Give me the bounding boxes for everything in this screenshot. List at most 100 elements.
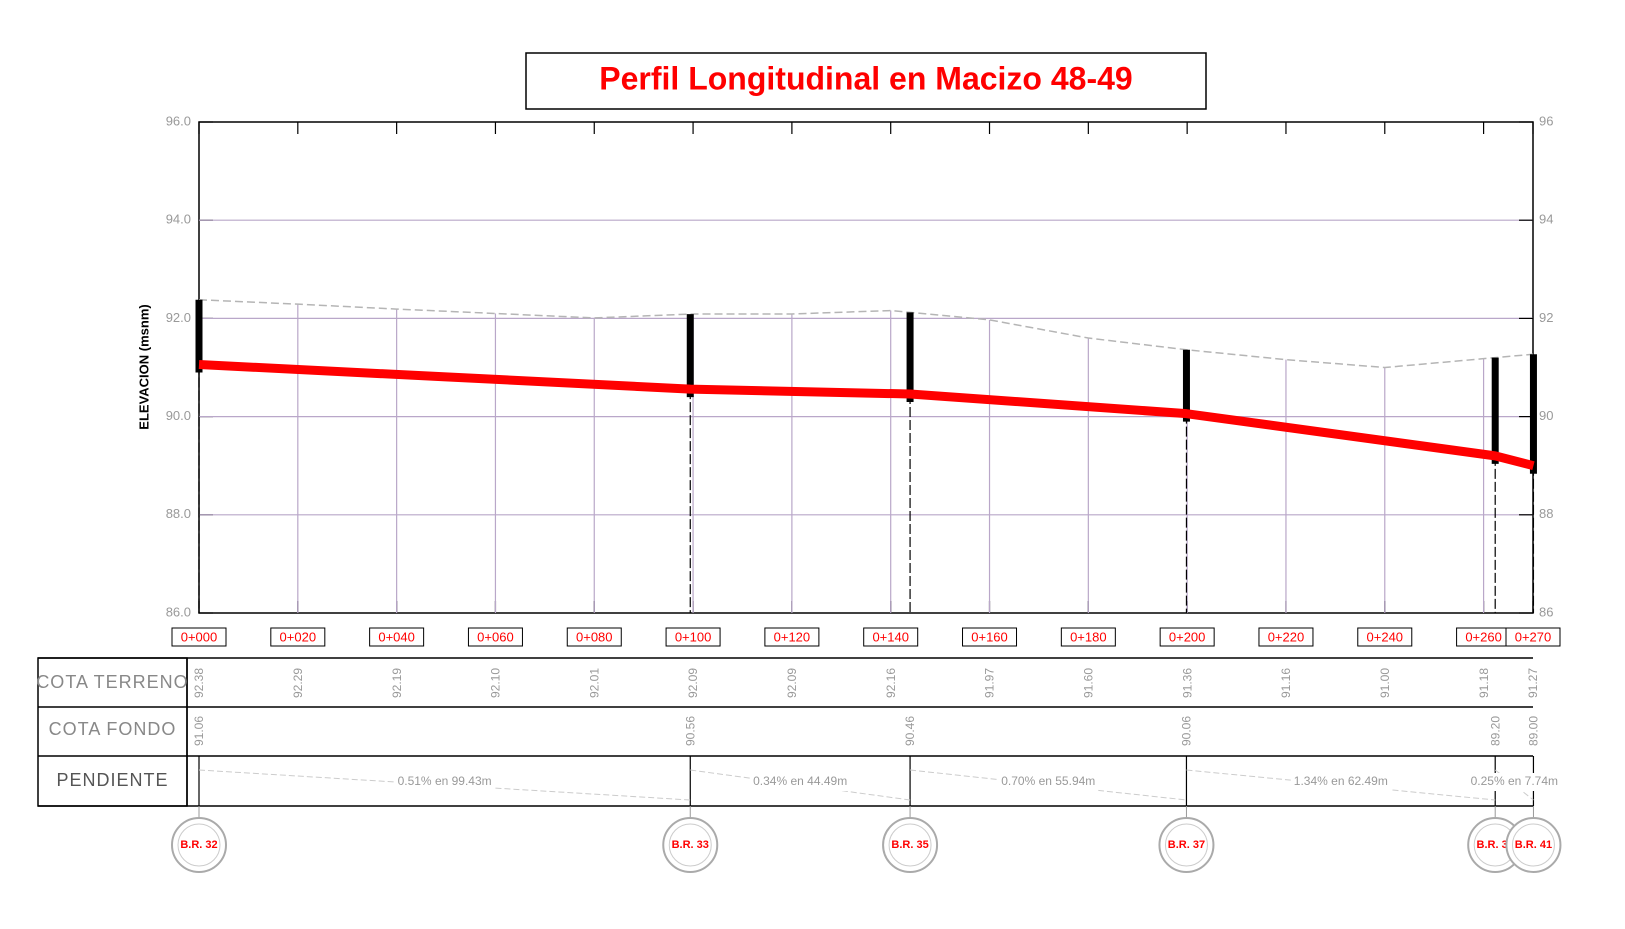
benchmark-label: B.R. 37 [1168, 839, 1205, 851]
benchmark-icon [1505, 817, 1562, 873]
slope-label: 0.70% en 55.94m [1001, 774, 1095, 788]
slope-label: 1.34% en 62.49m [1294, 774, 1388, 788]
terrain-value: 92.09 [686, 668, 700, 698]
benchmark-label: B.R. 41 [1515, 839, 1552, 851]
terrain-value: 91.97 [983, 668, 997, 698]
y-tick-label: 90.0 [166, 408, 191, 423]
row-header: PENDIENTE [56, 770, 168, 790]
station-box [467, 627, 523, 647]
slope-label-bg [1290, 773, 1391, 791]
slope-label-bg [998, 773, 1099, 791]
station-box [270, 627, 326, 647]
station-box [369, 627, 425, 647]
x-tick-label: 0+200 [1169, 629, 1206, 644]
station-box [566, 627, 622, 647]
station-box [764, 627, 820, 647]
y-tick-label: 92.0 [166, 310, 191, 325]
x-tick-label: 0+120 [774, 629, 811, 644]
y-tick-label: 94.0 [166, 212, 191, 227]
benchmark-icon-inner [1164, 823, 1208, 867]
station-box [1258, 627, 1314, 647]
y-axis-label: ELEVACION (msnm) [136, 304, 151, 429]
slope-label-bg [1467, 773, 1562, 791]
slope-line [1494, 769, 1534, 801]
benchmark-icon [171, 817, 227, 873]
title-box [525, 52, 1207, 110]
station-box [1060, 627, 1116, 647]
terrain-value: 92.01 [587, 668, 601, 698]
terrain-value: 91.36 [1180, 668, 1194, 698]
terrain-value: 92.29 [291, 668, 305, 698]
terrain-value: 91.16 [1279, 668, 1293, 698]
y-tick-label: 88.0 [166, 506, 191, 521]
station-box [1159, 627, 1215, 647]
slope-label: 0.51% en 99.43m [398, 774, 492, 788]
terrain-value: 92.16 [884, 668, 898, 698]
terrain-value: 92.19 [390, 668, 404, 698]
terrain-value: 91.27 [1526, 668, 1540, 698]
fondo-value: 89.00 [1527, 716, 1541, 746]
x-tick-label: 0+160 [971, 629, 1008, 644]
fondo-value: 90.56 [683, 716, 697, 746]
benchmark-label: B.R. 33 [672, 839, 709, 851]
benchmark-icon [1158, 817, 1215, 873]
terrain-line [198, 298, 1534, 369]
y2-tick-label: 90 [1539, 408, 1553, 423]
chart-title: Perfil Longitudinal en Macizo 48-49 [599, 60, 1132, 96]
y-tick-label: 96.0 [166, 113, 191, 128]
slope-label: 0.34% en 44.49m [753, 774, 847, 788]
x-tick-label: 0+240 [1367, 629, 1404, 644]
x-tick-label: 0+220 [1268, 629, 1305, 644]
terrain-value: 92.09 [785, 668, 799, 698]
x-tick-label: 0+020 [280, 629, 317, 644]
station-box [171, 627, 227, 647]
station-box [863, 627, 919, 647]
station-box [962, 627, 1018, 647]
fondo-line [198, 360, 1535, 471]
y2-tick-label: 86 [1539, 604, 1553, 619]
benchmark-label: B.R. 39 [1477, 839, 1514, 851]
x-tick-label: 0+260 [1465, 629, 1502, 644]
benchmark-icon-inner [668, 823, 712, 867]
terrain-value: 91.00 [1378, 668, 1392, 698]
fondo-value: 89.20 [1488, 716, 1502, 746]
slope-label-bg [750, 773, 851, 791]
x-tick-label: 0+140 [872, 629, 909, 644]
benchmark-icon [662, 817, 719, 873]
benchmark-icon [882, 817, 939, 873]
x-tick-label: 0+040 [378, 629, 415, 644]
station-box [1357, 627, 1413, 647]
slope-label-bg [394, 773, 495, 791]
terrain-value: 92.10 [489, 668, 503, 698]
x-tick-label: 0+180 [1070, 629, 1107, 644]
terrain-value: 91.18 [1477, 668, 1491, 698]
x-tick-label: 0+270 [1515, 629, 1552, 644]
station-box [665, 627, 721, 647]
row-header: COTA FONDO [49, 719, 177, 739]
fondo-value: 90.46 [903, 716, 917, 746]
y2-tick-label: 96 [1539, 113, 1553, 128]
benchmark-icon-inner [177, 823, 221, 867]
benchmark-icon-inner [888, 823, 932, 867]
benchmark-label: B.R. 35 [891, 839, 928, 851]
station-box [1505, 627, 1561, 647]
x-tick-label: 0+080 [576, 629, 613, 644]
y2-tick-label: 94 [1539, 212, 1553, 227]
x-tick-label: 0+000 [181, 629, 218, 644]
slope-label: 0.25% en 7.74m [1471, 774, 1558, 788]
fondo-value: 90.06 [1180, 716, 1194, 746]
y-tick-label: 86.0 [166, 604, 191, 619]
y2-tick-label: 92 [1539, 310, 1553, 325]
fondo-value: 91.06 [192, 716, 206, 746]
plot-frame [198, 121, 1534, 614]
benchmark-icon-inner [1511, 823, 1555, 867]
x-tick-label: 0+060 [477, 629, 514, 644]
row-header: COTA TERRENO [36, 672, 188, 692]
benchmark-label: B.R. 32 [180, 839, 217, 851]
terrain-value: 92.38 [192, 668, 206, 698]
x-tick-label: 0+100 [675, 629, 712, 644]
y2-tick-label: 88 [1539, 506, 1553, 521]
terrain-value: 91.60 [1082, 668, 1096, 698]
